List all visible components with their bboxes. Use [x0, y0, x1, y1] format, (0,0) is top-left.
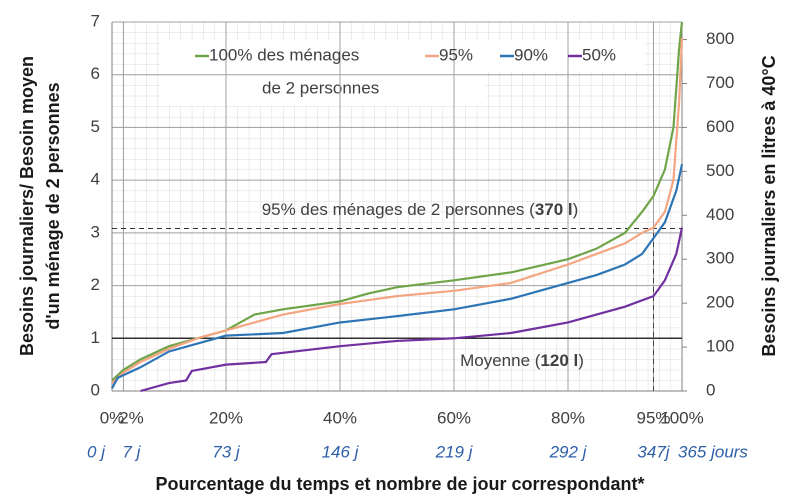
- y2-tick-label: 600: [706, 117, 734, 136]
- legend-label: 90%: [514, 45, 548, 64]
- x2-tick-label: 73 j: [212, 442, 241, 461]
- y2-tick-label: 200: [706, 293, 734, 312]
- x-tick-label: 40%: [323, 408, 357, 427]
- x-tick-label: 95%: [636, 408, 670, 427]
- y-tick-label: 5: [91, 117, 100, 136]
- y2-tick-label: 400: [706, 205, 734, 224]
- x-axis-label: Pourcentage du temps et nombre de jour c…: [155, 474, 644, 494]
- annotation: 95% des ménages de 2 personnes (370 l): [262, 200, 579, 219]
- y-tick-label: 6: [91, 64, 100, 83]
- annotation-part: 95% des ménages de 2 personnes (: [262, 200, 535, 219]
- y-tick-label: 7: [91, 11, 100, 30]
- x2-tick-label: 146 j: [322, 442, 360, 461]
- y-axis-label: Besoins journaliers/ Besoin moyen: [17, 56, 37, 356]
- y-tick-label: 4: [91, 170, 100, 189]
- x2-tick-label: 365 jours: [678, 442, 748, 461]
- legend-label: 100% des ménages: [209, 45, 359, 64]
- legend-label: 50%: [582, 45, 616, 64]
- y-axis-label: d'un ménage de 2 personnes: [43, 82, 63, 329]
- annotation-part: Moyenne (: [460, 351, 541, 370]
- legend-box: [160, 40, 645, 72]
- annotation-part: 120 l: [540, 351, 578, 370]
- y2-axis-label: Besoins journaliers en litres à 40°C: [759, 55, 779, 356]
- y2-tick-label: 0: [706, 380, 715, 399]
- annotation: Moyenne (120 l): [460, 351, 584, 370]
- series-line: [111, 21, 684, 382]
- x2-tick-label: 7 j: [122, 442, 141, 461]
- legend-box: [160, 70, 485, 106]
- x-tick-label: 80%: [551, 408, 585, 427]
- x-tick-label: 2%: [119, 408, 144, 427]
- x-tick-label: 100%: [660, 408, 703, 427]
- x2-tick-label: 292 j: [549, 442, 588, 461]
- annotation-part: ): [573, 200, 579, 219]
- y2-tick-label: 300: [706, 249, 734, 268]
- y2-tick-label: 800: [706, 29, 734, 48]
- x2-tick-label: 219 j: [435, 442, 474, 461]
- y-tick-label: 3: [91, 222, 100, 241]
- series-line: [111, 37, 684, 384]
- y-tick-label: 0: [91, 380, 100, 399]
- y-tick-label: 2: [91, 275, 100, 294]
- y2-tick-label: 500: [706, 161, 734, 180]
- legend-label: 95%: [439, 45, 473, 64]
- y2-tick-label: 700: [706, 73, 734, 92]
- x2-tick-label: 0 j: [87, 442, 106, 461]
- series-line: [140, 227, 684, 393]
- x2-tick-label: 347j: [637, 442, 670, 461]
- series-line: [111, 164, 684, 389]
- x-tick-label: 0%: [100, 408, 125, 427]
- y-tick-label: 1: [91, 328, 100, 347]
- x-tick-label: 20%: [209, 408, 243, 427]
- y2-tick-label: 100: [706, 337, 734, 356]
- x-tick-label: 60%: [437, 408, 471, 427]
- annotation-part: ): [578, 351, 584, 370]
- annotation-part: 370 l: [535, 200, 573, 219]
- legend-note: de 2 personnes: [262, 78, 379, 97]
